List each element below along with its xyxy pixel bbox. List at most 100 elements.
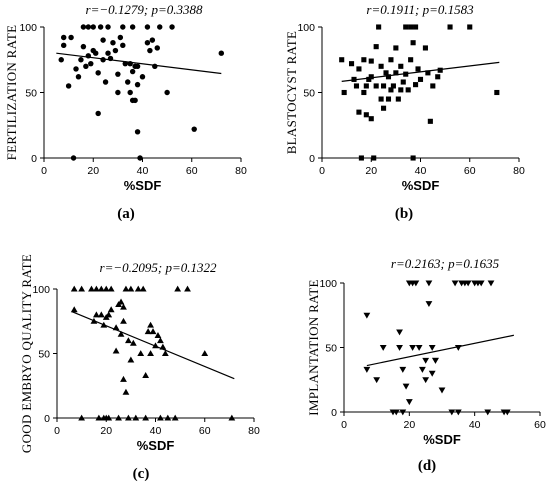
data-point	[191, 126, 197, 132]
data-point	[105, 311, 113, 318]
data-point	[428, 370, 436, 377]
x-tick-label: 80	[248, 425, 260, 437]
data-point	[115, 71, 121, 77]
data-point	[341, 89, 347, 96]
data-point	[85, 24, 92, 30]
data-point	[97, 311, 105, 318]
data-point	[134, 63, 141, 70]
data-point	[147, 47, 153, 54]
data-point	[427, 118, 433, 124]
data-point	[73, 66, 79, 72]
data-point	[120, 375, 127, 382]
data-point	[147, 350, 154, 357]
data-point	[201, 350, 209, 357]
data-point	[356, 66, 362, 72]
data-point	[125, 79, 131, 85]
data-point	[154, 45, 160, 51]
data-point	[78, 285, 86, 292]
data-point	[92, 50, 99, 56]
data-point	[378, 63, 384, 69]
y-tick-label: 50	[25, 88, 37, 100]
data-point	[403, 24, 409, 30]
chart-panel-3: 0 20 40 60 0 50 100 r=0.2163; p=0.1635 IMPLANTAT…	[306, 256, 546, 474]
data-point	[218, 50, 225, 56]
data-point	[80, 24, 87, 30]
x-tick-label: 40	[415, 165, 427, 177]
data-point	[127, 356, 135, 363]
data-point	[144, 24, 151, 30]
y-tick-label: 0	[44, 413, 50, 425]
data-point	[383, 70, 389, 76]
x-tick-label: 20	[100, 425, 112, 437]
data-point	[70, 306, 78, 313]
data-point	[361, 89, 367, 96]
x-tick-label: 20	[87, 165, 99, 177]
data-point	[144, 328, 152, 335]
y-tick-label: 50	[325, 343, 337, 355]
panel-label: (a)	[117, 206, 135, 222]
data-point	[129, 339, 137, 346]
data-point	[117, 330, 125, 337]
data-point	[78, 57, 84, 63]
data-point	[164, 414, 172, 421]
y-tick-label: 100	[297, 22, 315, 34]
data-point	[120, 24, 126, 30]
data-point	[368, 74, 374, 80]
data-point	[70, 285, 78, 292]
data-point	[120, 303, 127, 310]
data-point	[373, 44, 379, 50]
data-point	[448, 409, 456, 416]
data-point	[60, 42, 67, 49]
data-point	[408, 57, 414, 63]
data-point	[107, 306, 115, 313]
data-point	[139, 285, 147, 292]
y-axis-label: FERTILIZATION RATE	[4, 25, 19, 161]
data-point	[75, 74, 82, 80]
data-point	[422, 357, 430, 364]
data-point	[144, 40, 151, 46]
data-point	[395, 96, 401, 102]
data-point	[134, 129, 141, 135]
data-point	[409, 344, 416, 351]
panel-label: (c)	[133, 466, 150, 482]
data-point	[102, 79, 109, 85]
data-point	[438, 387, 446, 394]
data-point	[428, 344, 436, 351]
data-point	[467, 24, 473, 30]
regression-line	[71, 311, 235, 380]
data-point	[157, 414, 164, 421]
data-point	[100, 37, 106, 43]
y-tick-label: 50	[38, 349, 50, 361]
data-point	[149, 37, 156, 43]
data-point	[88, 285, 95, 292]
x-tick-label: 0	[54, 425, 60, 437]
data-point	[361, 57, 367, 63]
data-point	[122, 388, 130, 395]
data-point	[413, 24, 419, 30]
data-point	[405, 399, 413, 406]
data-point	[437, 67, 443, 73]
data-point	[425, 301, 433, 308]
y-tick-label: 100	[319, 278, 337, 290]
data-point	[371, 155, 377, 161]
data-point	[97, 285, 105, 292]
data-point	[90, 24, 96, 30]
data-point	[349, 61, 355, 67]
data-point	[95, 70, 101, 76]
data-point	[417, 76, 424, 82]
data-point	[139, 74, 146, 80]
data-point	[58, 57, 64, 63]
data-point	[157, 337, 164, 344]
data-point	[80, 43, 87, 50]
data-point	[105, 414, 113, 421]
x-axis-label: %SDF	[402, 178, 440, 193]
data-point	[368, 116, 374, 122]
data-point	[363, 83, 369, 89]
data-point	[164, 89, 170, 96]
data-point	[399, 409, 407, 416]
x-tick-label: 0	[41, 165, 47, 177]
data-point	[88, 60, 94, 67]
data-point	[477, 280, 485, 287]
data-point	[115, 89, 121, 96]
x-tick-label: 40	[137, 165, 149, 177]
